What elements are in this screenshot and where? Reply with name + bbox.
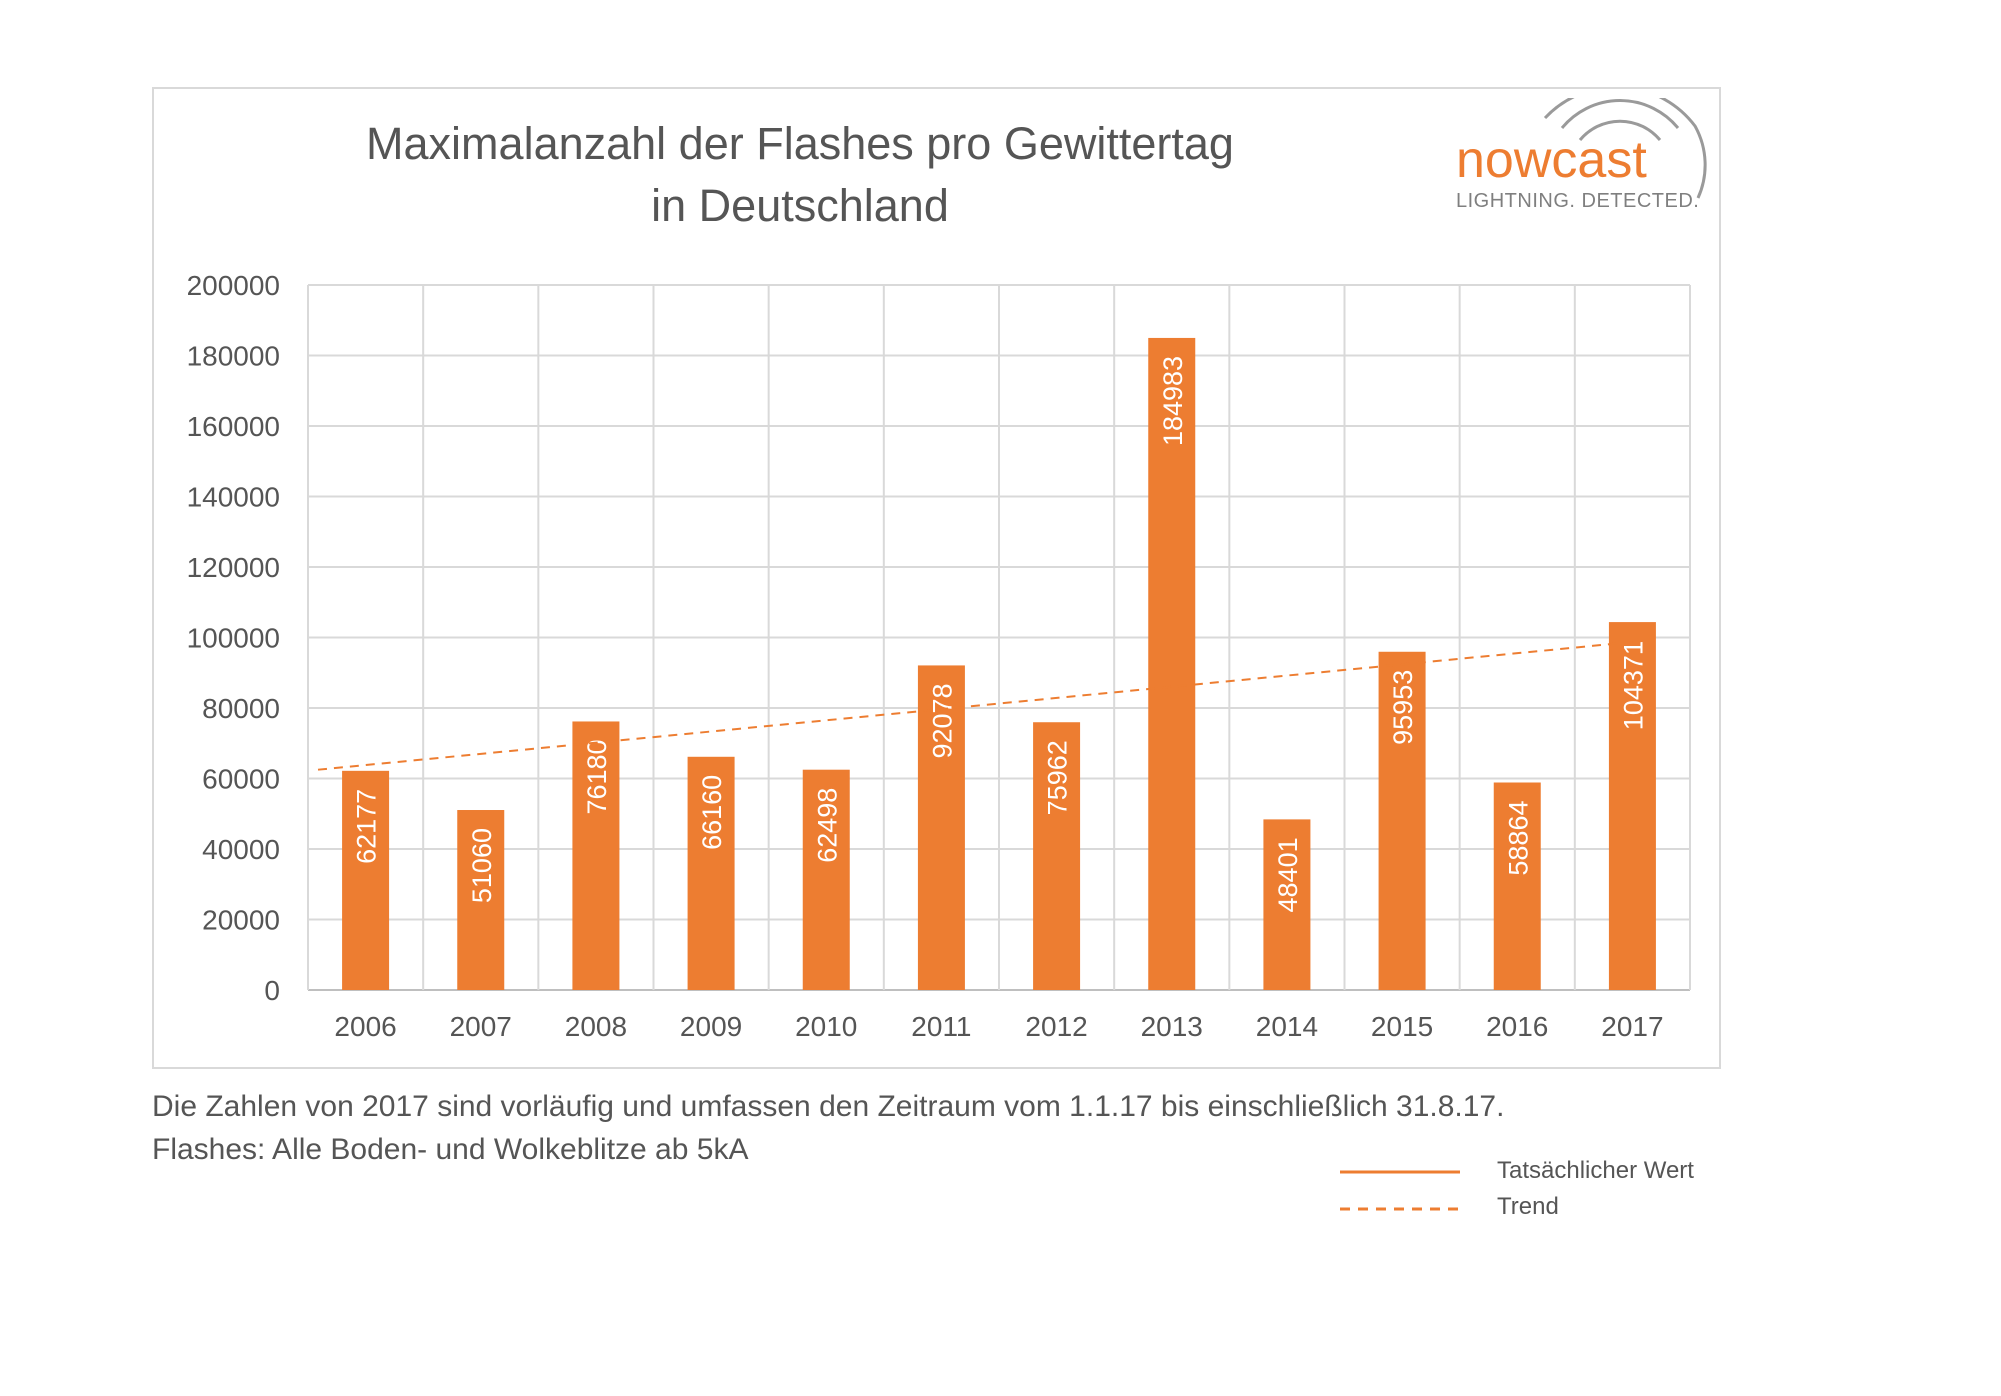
- y-axis-ticks: 0 20000 40000 60000 80000 100000 120000 140000 1…: [187, 270, 280, 1006]
- bar-value-label: 66160: [697, 775, 727, 850]
- x-tick-label: 2013: [1141, 1011, 1203, 1042]
- bar: [1608, 622, 1656, 990]
- x-tick-label: 2006: [334, 1011, 396, 1042]
- x-tick-label: 2010: [795, 1011, 857, 1042]
- bar-value-label: 51060: [467, 828, 497, 903]
- bar-value-label: 95953: [1388, 670, 1418, 745]
- trend-line-group: [317, 640, 1643, 771]
- x-tick-label: 2009: [680, 1011, 742, 1042]
- bar: [1378, 651, 1426, 990]
- bar: [917, 665, 965, 990]
- y-tick-label: 0: [264, 975, 280, 1006]
- x-tick-label: 2016: [1486, 1011, 1548, 1042]
- footnote-definition: Flashes: Alle Boden- und Wolkeblitze ab …: [152, 1133, 749, 1166]
- y-tick-label: 120000: [187, 552, 280, 583]
- x-tick-label: 2008: [565, 1011, 627, 1042]
- bar: [342, 770, 390, 990]
- bar: [572, 721, 620, 990]
- chart-title-line-2: in Deutschland: [651, 180, 949, 231]
- x-tick-label: 2015: [1371, 1011, 1433, 1042]
- y-tick-label: 80000: [202, 693, 280, 724]
- bar: [687, 756, 735, 990]
- bar-value-label: 62498: [812, 788, 842, 863]
- trend-line: [317, 640, 1643, 771]
- legend-label-actual: Tatsächlicher Wert: [1497, 1157, 1694, 1184]
- y-tick-label: 20000: [202, 905, 280, 936]
- legend: Tatsächlicher Wert Trend: [1335, 1155, 1735, 1235]
- bar-value-label: 58864: [1503, 801, 1533, 876]
- bar-value-label: 184983: [1158, 356, 1188, 446]
- bar: [457, 810, 505, 990]
- y-tick-label: 180000: [187, 341, 280, 372]
- x-axis-ticks: 2006 2007 2008 2009 2010 2011 2012 2013 2014 2015…: [334, 1011, 1663, 1042]
- bar-value-label: 62177: [352, 789, 382, 864]
- y-tick-label: 160000: [187, 411, 280, 442]
- x-tick-label: 2014: [1256, 1011, 1318, 1042]
- y-tick-label: 100000: [187, 623, 280, 654]
- nowcast-logo: nowcast LIGHTNING. DETECTED.: [1440, 98, 1710, 218]
- legend-label-trend: Trend: [1497, 1193, 1559, 1220]
- bar: [1148, 337, 1196, 990]
- chart-frame: [152, 87, 1721, 1069]
- bar: [802, 769, 850, 990]
- y-tick-label: 40000: [202, 834, 280, 865]
- bar-value-label: 75962: [1043, 740, 1073, 815]
- signal-arcs-icon: [1543, 98, 1707, 199]
- y-tick-label: 140000: [187, 482, 280, 513]
- x-tick-label: 2017: [1601, 1011, 1663, 1042]
- bar-value-label: 48401: [1273, 837, 1303, 912]
- logo-tagline: LIGHTNING. DETECTED.: [1456, 190, 1700, 212]
- x-tick-label: 2012: [1025, 1011, 1087, 1042]
- bar-value-label: 76180: [582, 739, 612, 814]
- bar-value-label: 104371: [1618, 640, 1648, 730]
- bar-value-label: 92078: [927, 683, 957, 758]
- y-tick-label: 200000: [187, 270, 280, 301]
- bars: 62177 51060 76180 66160 62498 92078 75962 18498…: [342, 337, 1656, 990]
- bar: [1033, 722, 1081, 990]
- grid-lines: [307, 284, 1691, 991]
- y-tick-label: 60000: [202, 764, 280, 795]
- x-tick-label: 2011: [911, 1011, 971, 1042]
- bar: [1263, 819, 1311, 990]
- bar: [1493, 782, 1541, 990]
- x-tick-label: 2007: [450, 1011, 512, 1042]
- footnote-period: Die Zahlen von 2017 sind vorläufig und u…: [152, 1090, 1505, 1123]
- logo-wordmark: nowcast: [1456, 131, 1647, 189]
- chart-title-line-1: Maximalanzahl der Flashes pro Gewitterta…: [366, 118, 1234, 169]
